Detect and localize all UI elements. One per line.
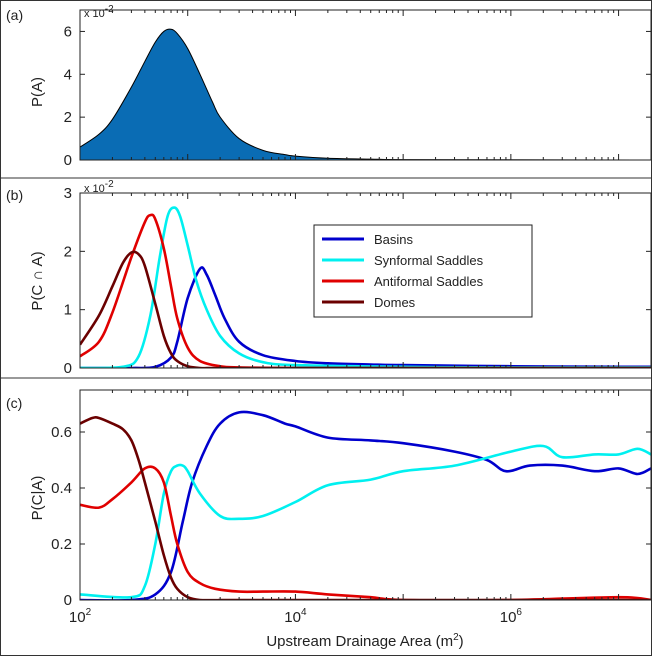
panel-c-series-layer	[80, 410, 651, 600]
panel-b-series-layer	[80, 206, 651, 368]
legend-label-synformal-saddles: Synformal Saddles	[374, 253, 484, 268]
legend-label-basins: Basins	[374, 232, 414, 247]
panel-c-ylabel: P(C|A)	[29, 476, 46, 521]
panel-c-line-antiformal-saddles	[80, 465, 651, 600]
panel-c-axes-box	[79, 389, 652, 601]
panel-b-ylabel: P(C ∩ A)	[29, 251, 46, 310]
legend-label-antiformal-saddles: Antiformal Saddles	[374, 274, 484, 289]
panel-c-y-tick-label: 0.2	[51, 536, 72, 553]
panel-c: (c) P(C|A) 0 0.2 0.4 0.6 102 104 106 Upstream …	[6, 389, 652, 650]
panel-a-plot: 0 2 4 6	[64, 9, 652, 169]
x-tick-label: 104	[284, 607, 307, 626]
x-axis-label: Upstream Drainage Area (m2)	[266, 632, 463, 650]
panel-b-label: (b)	[6, 187, 23, 203]
panel-b-sci-multiplier: x 10-2	[84, 179, 114, 195]
panel-a-label: (a)	[6, 7, 23, 23]
panel-b-line-antiformal-saddles	[80, 213, 651, 368]
panel-a-area	[80, 28, 651, 160]
panel-a-y-tick-label: 2	[64, 109, 72, 126]
panel-b: (b) x 10-2 P(C ∩ A) 0 1 2 3 Basins Synformal …	[6, 179, 652, 377]
panel-b-y-tick-label: 3	[64, 185, 72, 202]
panel-c-line-domes	[80, 416, 651, 600]
panel-c-y-tick-label: 0	[64, 592, 72, 609]
panel-b-y-tick-label: 1	[64, 302, 72, 319]
panel-a: (a) x 10-2 P(A) 0 2 4 6	[6, 4, 652, 169]
panel-c-line-basins	[80, 410, 651, 600]
panel-c-y-tick-label: 0.4	[51, 480, 72, 497]
panel-c-y-tick-label: 0.6	[51, 424, 72, 441]
panel-b-line-basins	[80, 266, 651, 368]
legend-label-domes: Domes	[374, 295, 416, 310]
panel-b-y-tick-label: 2	[64, 243, 72, 260]
x-tick-label: 102	[69, 607, 92, 626]
panel-b-line-domes	[80, 250, 651, 368]
panel-b-y-tick-label: 0	[64, 360, 72, 377]
panel-c-label: (c)	[6, 395, 22, 411]
panel-a-y-tick-label: 0	[64, 152, 72, 169]
legend: Basins Synformal Saddles Antiformal Saddle…	[313, 224, 533, 318]
panel-a-ylabel: P(A)	[29, 77, 46, 107]
x-tick-label: 106	[500, 607, 523, 626]
panel-a-axes-box	[79, 9, 652, 161]
panel-a-sci-multiplier: x 10-2	[84, 4, 114, 20]
panel-a-y-tick-label: 6	[64, 23, 72, 40]
panel-b-axes-box	[79, 192, 652, 369]
panel-a-series-layer	[80, 28, 651, 160]
panel-b-plot: 0 1 2 3 Basins Synformal Saddles Antiformal Sa…	[64, 185, 652, 377]
panel-a-y-tick-label: 4	[64, 66, 72, 83]
panel-b-line-synformal-saddles	[80, 206, 651, 368]
panel-c-plot: 0 0.2 0.4 0.6 102 104 106	[51, 389, 652, 626]
panel-c-line-synformal-saddles	[80, 444, 651, 599]
